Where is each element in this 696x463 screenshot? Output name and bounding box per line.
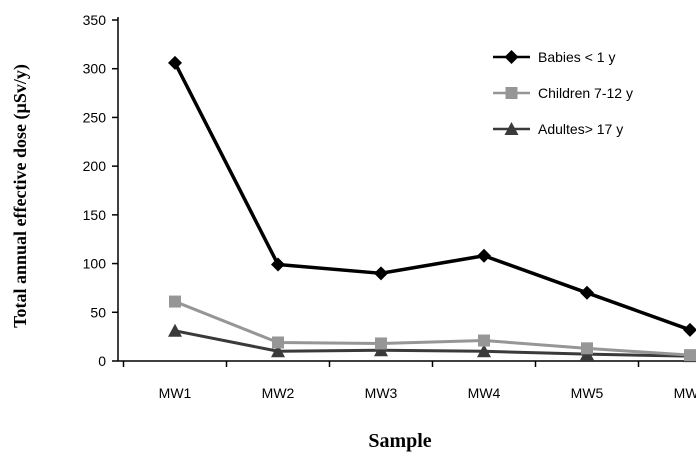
data-point-3-mw1 — [168, 323, 182, 337]
data-point-1-mw5 — [580, 285, 594, 300]
data-point-1-mw4 — [477, 248, 491, 263]
legend-label-1: Babies < 1 y — [538, 49, 615, 65]
legend-swatch-marker — [504, 50, 519, 64]
series-line-1 — [173, 62, 691, 332]
x-tick-label-mw6: MW6 — [674, 385, 696, 401]
data-point-3-mw2 — [271, 344, 285, 358]
data-point-2-mw6 — [684, 349, 696, 362]
data-point-2-mw1 — [169, 295, 181, 308]
y-tick-label: 250 — [83, 109, 107, 125]
data-point-1-mw1 — [168, 55, 182, 70]
data-point-2-mw4 — [478, 334, 490, 347]
y-tick-label: 150 — [83, 207, 107, 223]
data-point-2-mw5 — [581, 342, 593, 355]
legend-entry-1: Babies < 1 y — [493, 49, 615, 65]
legend-swatch-marker — [504, 122, 519, 135]
series-line-2 — [174, 300, 691, 357]
legend-swatch-marker — [505, 87, 518, 99]
series-2 — [169, 295, 696, 362]
legend: Babies < 1 y Children 7-12 y Adultes> 17 y — [493, 49, 633, 137]
y-tick-label: 100 — [83, 256, 107, 272]
y-tick-label: 0 — [98, 353, 106, 369]
tick-labels: 0 50 100 150 200 250 300 350 MW1 MW2 MW3 MW4 MW5 MW6 — [83, 12, 696, 401]
x-tick-label-mw5: MW5 — [571, 385, 604, 401]
data-point-2-mw2 — [272, 336, 284, 349]
y-axis-title: Total annual effective dose (µSv/y) — [10, 64, 31, 328]
y-tick-label: 300 — [83, 61, 107, 77]
data-point-2-mw3 — [375, 337, 387, 350]
data-point-1-mw2 — [271, 257, 285, 272]
data-point-1-mw3 — [374, 266, 388, 281]
series-lines — [168, 55, 696, 363]
data-point-1-mw6 — [683, 322, 696, 337]
legend-entry-3: Adultes> 17 y — [493, 121, 623, 137]
y-tick-label: 350 — [83, 12, 107, 28]
x-tick-label-mw1: MW1 — [159, 385, 192, 401]
axes — [112, 17, 688, 367]
legend-entry-2: Children 7-12 y — [493, 85, 633, 101]
legend-label-2: Children 7-12 y — [538, 85, 633, 101]
legend-label-3: Adultes> 17 y — [538, 121, 623, 137]
x-tick-label-mw4: MW4 — [468, 385, 501, 401]
series-line-3 — [174, 329, 691, 358]
x-axis-title: Sample — [368, 430, 431, 452]
y-tick-label: 200 — [83, 158, 107, 174]
x-tick-label-mw3: MW3 — [365, 385, 398, 401]
data-point-3-mw3 — [374, 343, 388, 357]
y-tick-label: 50 — [90, 304, 106, 320]
x-tick-label-mw2: MW2 — [262, 385, 295, 401]
data-point-3-mw4 — [477, 344, 491, 358]
series-1 — [168, 55, 696, 337]
